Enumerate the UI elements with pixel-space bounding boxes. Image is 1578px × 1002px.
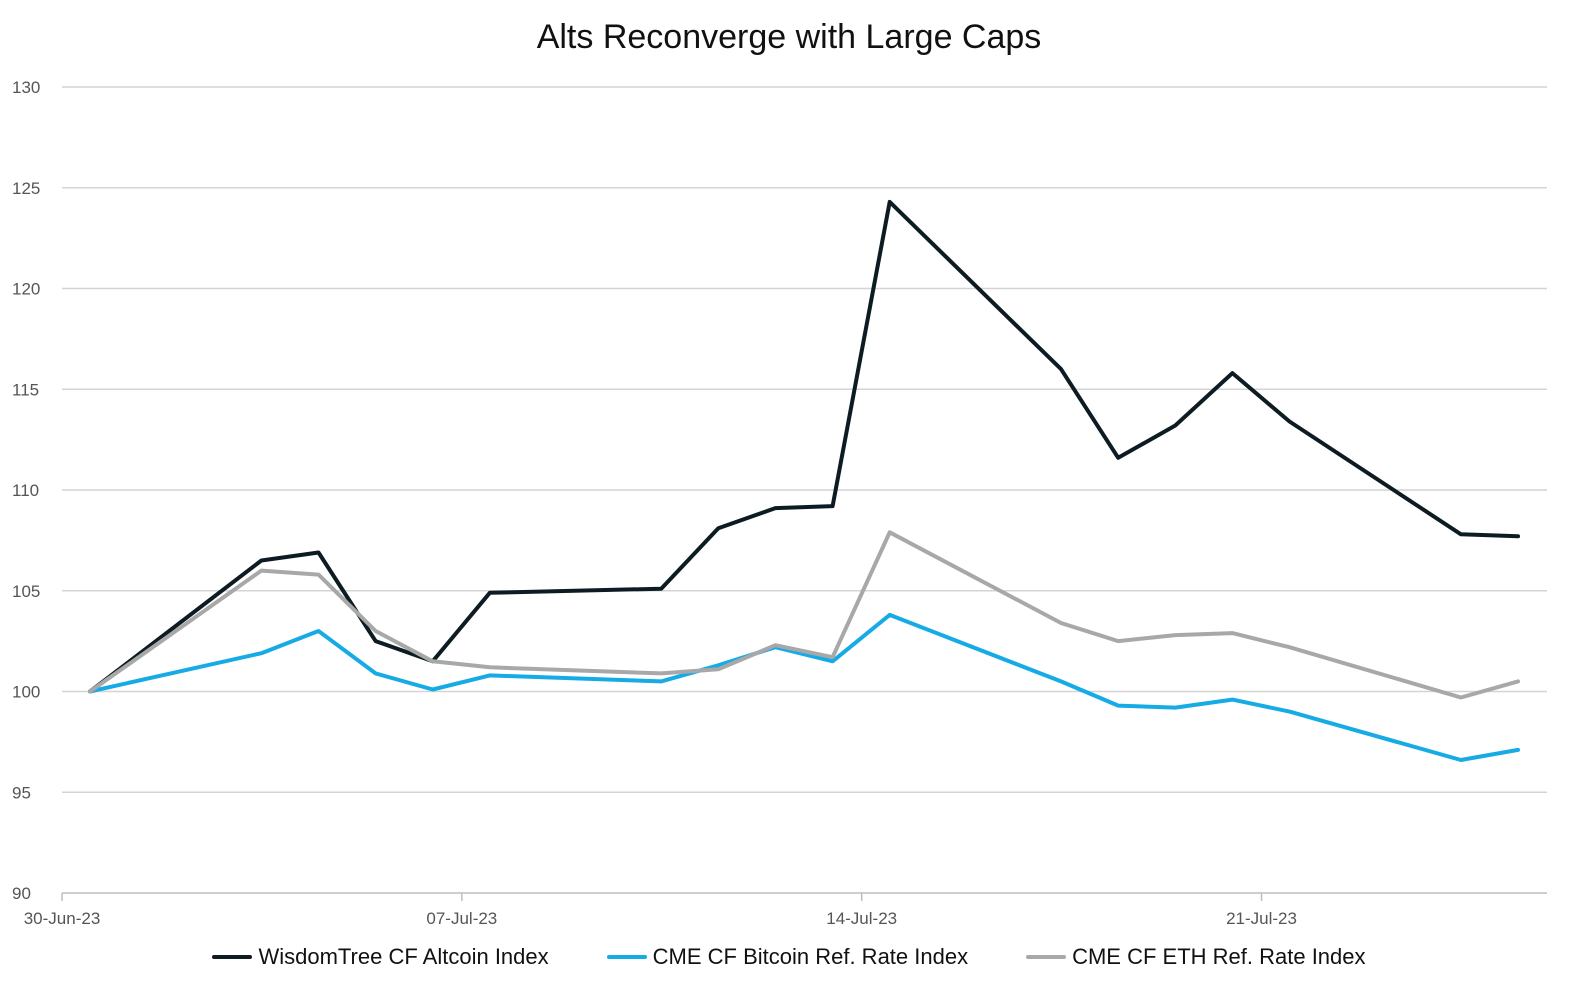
- data-point: [1459, 696, 1463, 700]
- data-point: [1288, 419, 1292, 423]
- data-point: [374, 629, 378, 633]
- data-point: [88, 690, 92, 693]
- data-point: [1116, 456, 1120, 460]
- data-point: [1173, 633, 1177, 637]
- data-point: [659, 679, 663, 683]
- y-tick-label: 90: [12, 884, 31, 903]
- y-tick-label: 105: [12, 582, 40, 601]
- x-tick-label: 07-Jul-23: [426, 909, 497, 928]
- y-tick-label: 120: [12, 280, 40, 299]
- y-tick-label: 100: [12, 683, 40, 702]
- data-point: [1288, 645, 1292, 649]
- legend-label: WisdomTree CF Altcoin Index: [258, 944, 549, 969]
- data-point: [888, 530, 892, 534]
- data-point: [1059, 621, 1063, 625]
- x-tick-label: 30-Jun-23: [24, 909, 101, 928]
- data-point: [316, 573, 320, 577]
- data-point: [1059, 367, 1063, 371]
- chart-title: Alts Reconverge with Large Caps: [536, 18, 1042, 56]
- y-tick-label: 130: [12, 78, 40, 97]
- legend: WisdomTree CF Altcoin Index CME CF Bitcoi…: [0, 944, 1578, 970]
- y-tick-label: 110: [12, 481, 39, 500]
- data-point: [1288, 710, 1292, 714]
- data-point: [431, 687, 435, 691]
- x-tick-label: 14-Jul-23: [826, 909, 897, 928]
- y-tick-label: 125: [12, 179, 40, 198]
- data-point: [1230, 371, 1234, 375]
- data-point: [1173, 706, 1177, 710]
- data-point: [659, 587, 663, 591]
- data-point: [1516, 534, 1520, 538]
- data-point: [431, 659, 435, 663]
- data-point: [259, 651, 263, 655]
- data-point: [716, 526, 720, 530]
- legend-item: CME CF ETH Ref. Rate Index: [1026, 944, 1366, 970]
- data-point: [374, 671, 378, 675]
- data-point: [773, 506, 777, 510]
- data-point: [1516, 748, 1520, 752]
- data-point: [488, 665, 492, 669]
- data-point: [488, 673, 492, 677]
- y-tick-label: 95: [12, 783, 31, 802]
- data-point: [659, 671, 663, 675]
- legend-swatch: [1026, 955, 1067, 959]
- data-point: [716, 667, 720, 671]
- legend-swatch: [212, 955, 253, 959]
- data-point: [316, 629, 320, 633]
- data-point: [831, 504, 835, 508]
- data-point: [1230, 698, 1234, 702]
- data-point: [259, 569, 263, 573]
- data-point: [374, 639, 378, 643]
- legend-item: CME CF Bitcoin Ref. Rate Index: [606, 944, 969, 970]
- data-point: [1230, 631, 1234, 635]
- x-tick-label: 21-Jul-23: [1226, 909, 1297, 928]
- data-point: [888, 613, 892, 617]
- data-point: [1459, 532, 1463, 536]
- data-point: [1116, 704, 1120, 708]
- legend-item: WisdomTree CF Altcoin Index: [212, 944, 549, 970]
- data-point: [316, 550, 320, 554]
- series-line-1: [88, 612, 1520, 762]
- y-tick-label: 115: [12, 380, 39, 399]
- data-point: [1459, 758, 1463, 762]
- data-point: [716, 663, 720, 667]
- data-point: [1059, 679, 1063, 683]
- legend-label: CME CF ETH Ref. Rate Index: [1072, 944, 1366, 969]
- legend-label: CME CF Bitcoin Ref. Rate Index: [652, 944, 969, 969]
- data-point: [488, 591, 492, 595]
- data-point: [831, 655, 835, 659]
- data-point: [1116, 639, 1120, 643]
- data-point: [888, 200, 892, 204]
- data-point: [1173, 424, 1177, 428]
- legend-swatch: [606, 955, 647, 959]
- series-line-0: [88, 199, 1520, 694]
- data-point: [259, 559, 263, 563]
- data-point: [773, 643, 777, 647]
- series-line-2: [88, 530, 1520, 700]
- data-point: [1516, 679, 1520, 683]
- data-point: [831, 659, 835, 663]
